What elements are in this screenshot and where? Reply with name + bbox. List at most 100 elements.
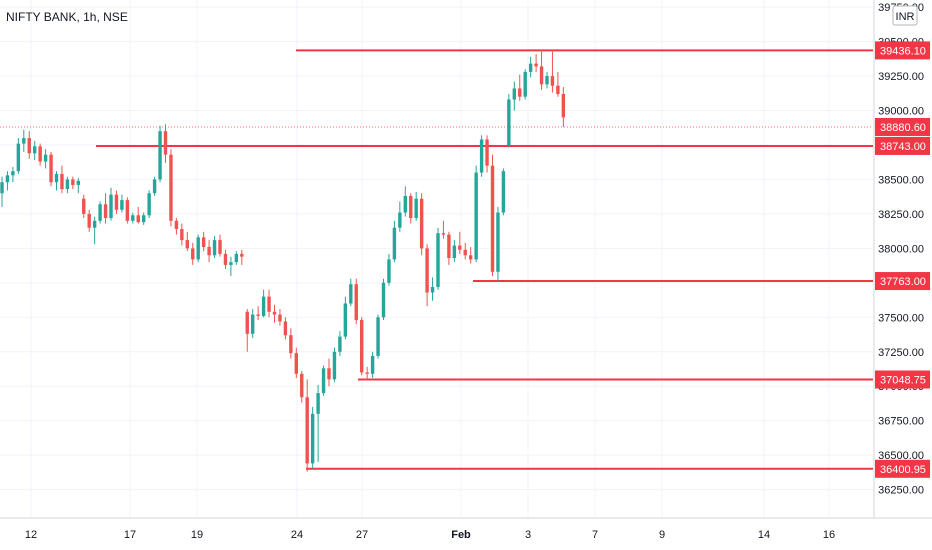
candle-body xyxy=(300,373,304,398)
candle-body xyxy=(469,255,473,260)
candle-body xyxy=(256,314,260,316)
candle-body xyxy=(539,66,544,85)
candle-body xyxy=(327,368,331,380)
candle-body xyxy=(272,311,277,315)
candle-body xyxy=(60,173,64,190)
candle-body xyxy=(501,171,506,213)
candle-body xyxy=(65,179,70,190)
candle-body xyxy=(142,215,146,223)
horizontal-levels[interactable] xyxy=(96,49,873,470)
candle-body xyxy=(267,296,271,312)
candle-body xyxy=(136,215,140,223)
candle-body xyxy=(16,143,21,172)
level-label: 39436.10 xyxy=(880,45,926,57)
level-price-labels: 39436.10 38743.00 37763.00 37048.75 36400.95 xyxy=(875,41,930,478)
candle-body xyxy=(512,88,516,100)
candles xyxy=(0,49,566,472)
y-tick-label: 36500.00 xyxy=(878,450,924,462)
y-tick-label: 39250.00 xyxy=(878,71,924,83)
price-axis-ticks: 36250.0036500.0036750.0037000.0037250.00… xyxy=(878,2,924,496)
candle-body xyxy=(360,320,364,373)
candle-body xyxy=(463,249,467,256)
candle-body xyxy=(223,253,228,265)
candle-body xyxy=(414,198,418,219)
candle-body xyxy=(545,76,549,85)
candle-body xyxy=(163,131,168,155)
currency-label: INR xyxy=(896,11,915,23)
candle-body xyxy=(332,351,337,380)
candle-body xyxy=(370,355,375,374)
candle-body xyxy=(5,175,10,183)
candle-body xyxy=(485,139,489,166)
candle-body xyxy=(305,397,309,464)
candle-body xyxy=(82,198,86,214)
candle-body xyxy=(556,85,560,94)
y-tick-label: 36750.00 xyxy=(878,416,924,428)
level-label: 36400.95 xyxy=(880,464,926,476)
candle-body xyxy=(419,198,424,249)
time-axis[interactable] xyxy=(0,518,932,550)
price-axis[interactable] xyxy=(874,0,932,518)
candle-body xyxy=(425,248,429,293)
candle-body xyxy=(458,245,462,250)
candle-body xyxy=(409,195,413,219)
candle-body xyxy=(479,139,484,173)
level-label-box xyxy=(875,272,930,291)
candle-body xyxy=(218,240,222,254)
current-price-label: 38880.60 xyxy=(875,117,930,136)
candle-body xyxy=(43,154,48,162)
candle-body xyxy=(523,71,527,97)
candle-body xyxy=(310,413,315,464)
candle-body xyxy=(180,229,184,241)
candle-body xyxy=(528,63,533,72)
candle-body xyxy=(76,180,80,185)
candle-body xyxy=(251,314,255,334)
candle-body xyxy=(403,195,407,213)
candle-body xyxy=(387,259,391,283)
x-tick-label: 12 xyxy=(25,529,37,541)
candle-body xyxy=(507,99,511,145)
candle-body xyxy=(430,286,435,293)
candle-body xyxy=(114,194,119,210)
y-tick-label: 38500.00 xyxy=(878,174,924,186)
candle-body xyxy=(33,146,37,154)
candle-body xyxy=(392,227,397,260)
candle-body xyxy=(534,63,538,67)
candle-body xyxy=(27,138,31,154)
candle-body xyxy=(38,146,42,162)
chart-title: NIFTY BANK, 1h, NSE xyxy=(6,10,128,24)
candle-body xyxy=(490,165,495,272)
candle-body xyxy=(22,138,26,144)
candle-body xyxy=(54,173,59,183)
candle-body xyxy=(321,368,326,394)
level-label-box xyxy=(875,136,930,155)
y-tick-label: 37500.00 xyxy=(878,312,924,324)
candle-body xyxy=(376,317,380,356)
x-tick-label: 16 xyxy=(823,529,835,541)
candle-body xyxy=(398,212,402,228)
x-tick-label: 3 xyxy=(525,529,531,541)
candle-body xyxy=(125,200,130,221)
candle-body xyxy=(474,172,478,260)
level-label-box xyxy=(875,459,930,478)
x-tick-label: 24 xyxy=(291,529,303,541)
candle-body xyxy=(185,240,189,249)
time-axis-ticks: 12 17 19 24 27 Feb 3 7 9 14 16 xyxy=(25,529,835,541)
candle-body xyxy=(441,233,446,235)
candle-body xyxy=(120,200,124,210)
level-label: 37048.75 xyxy=(880,374,926,386)
y-tick-label: 37250.00 xyxy=(878,347,924,359)
candle-body xyxy=(191,248,195,260)
current-price-text: 38880.60 xyxy=(880,122,926,134)
candle-body xyxy=(0,182,4,194)
candle-body xyxy=(365,372,369,374)
x-tick-label: 14 xyxy=(758,529,770,541)
currency-badge[interactable] xyxy=(892,5,918,26)
candle-body xyxy=(207,246,211,256)
candle-body xyxy=(381,282,386,318)
candle-body xyxy=(245,311,249,334)
level-label: 38743.00 xyxy=(880,141,926,153)
candle-body xyxy=(343,303,348,337)
